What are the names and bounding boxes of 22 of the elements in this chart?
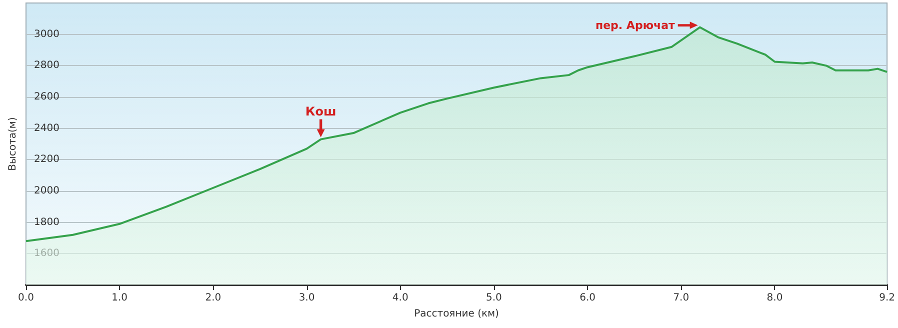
x-tick-label: 0.0 — [18, 292, 34, 304]
y-tick-label: 2600 — [34, 92, 60, 102]
annotation: Кош — [305, 104, 336, 118]
y-tick-label: 3000 — [34, 28, 60, 40]
x-axis-title: Расстояние (км) — [414, 308, 500, 320]
x-tick-label: 1.0 — [112, 292, 128, 304]
x-tick-label: 2.0 — [205, 292, 222, 304]
y-axis-title: Высота(м) — [8, 117, 18, 171]
x-tick-label: 8.0 — [766, 292, 783, 304]
y-tick-label: 2200 — [34, 154, 60, 166]
y-tick-label: 2800 — [34, 60, 60, 72]
y-tick-label: 2000 — [34, 186, 60, 196]
x-tick-label: 3.0 — [298, 292, 315, 304]
y-tick-label: 1800 — [34, 216, 60, 228]
x-tick-label: 9.2 — [879, 292, 895, 304]
x-tick-label: 7.0 — [673, 292, 690, 304]
annotation: пер. Арючат — [595, 18, 676, 32]
x-tick-label: 6.0 — [580, 292, 596, 304]
y-tick-label: 2400 — [34, 122, 60, 134]
x-tick-label: 4.0 — [392, 292, 408, 304]
y-tick-label: 1600 — [34, 248, 60, 260]
x-tick-label: 5.0 — [486, 292, 502, 304]
